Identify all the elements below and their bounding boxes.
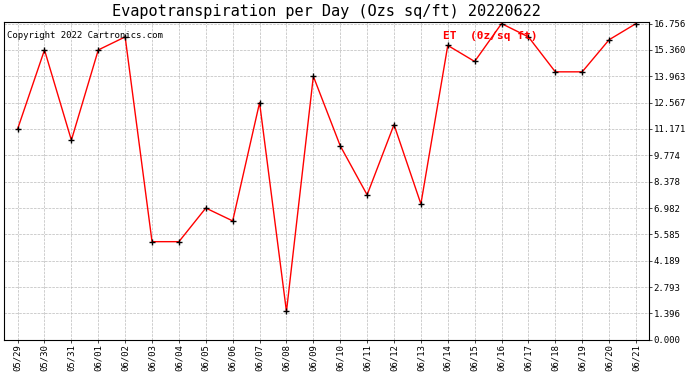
Title: Evapotranspiration per Day (Ozs sq/ft) 20220622: Evapotranspiration per Day (Ozs sq/ft) 2… xyxy=(112,4,541,19)
Text: ET  (0z/sq ft): ET (0z/sq ft) xyxy=(443,31,538,41)
Text: Copyright 2022 Cartronics.com: Copyright 2022 Cartronics.com xyxy=(8,31,164,40)
